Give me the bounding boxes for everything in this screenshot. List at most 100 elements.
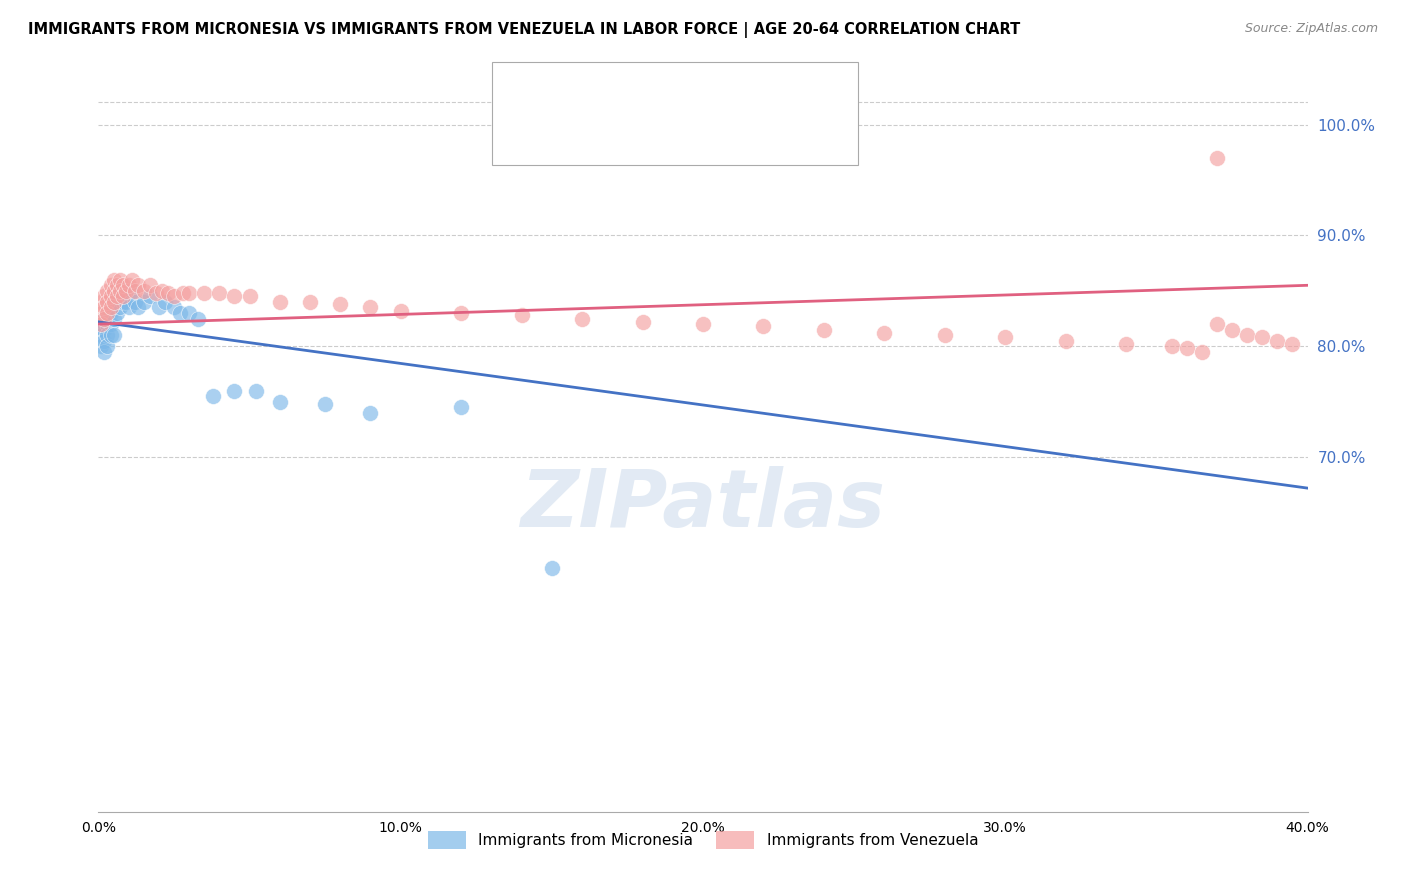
Point [269, 394, 291, 409]
Point [239, 289, 262, 303]
Point [118, 301, 141, 315]
Point [96, 328, 118, 343]
FancyBboxPatch shape [496, 73, 547, 108]
Point [96, 294, 118, 309]
Point [1251, 330, 1274, 344]
Point [193, 286, 215, 301]
Point [103, 284, 125, 298]
Point [139, 278, 162, 293]
Point [179, 286, 201, 301]
Point [1160, 339, 1182, 353]
Text: IMMIGRANTS FROM MICRONESIA VS IMMIGRANTS FROM VENEZUELA IN LABOR FORCE | AGE 20-: IMMIGRANTS FROM MICRONESIA VS IMMIGRANTS… [28, 22, 1021, 38]
Point [108, 273, 131, 287]
Point [111, 289, 134, 303]
Point [103, 273, 125, 287]
Point [224, 384, 246, 398]
Point [450, 306, 472, 320]
Point [96, 306, 118, 320]
Point [179, 306, 201, 320]
Point [114, 284, 136, 298]
Point [450, 401, 472, 415]
Point [169, 306, 191, 320]
Point [93, 301, 115, 315]
Point [172, 286, 194, 301]
Point [540, 561, 562, 575]
Point [1281, 337, 1303, 351]
Point [1220, 323, 1243, 337]
Legend: Immigrants from Micronesia, Immigrants from Venezuela: Immigrants from Micronesia, Immigrants f… [422, 824, 984, 855]
Point [93, 344, 115, 359]
Point [1236, 328, 1258, 343]
Point [813, 323, 835, 337]
Text: N =: N = [711, 81, 748, 99]
Point [103, 294, 125, 309]
Point [245, 384, 267, 398]
Point [105, 306, 128, 320]
Point [90, 306, 112, 320]
Point [96, 339, 118, 353]
Point [100, 289, 122, 303]
Point [103, 328, 125, 343]
Point [571, 311, 593, 326]
Point [631, 315, 654, 329]
Point [105, 278, 128, 293]
Point [163, 301, 186, 315]
Text: -0.179: -0.179 [609, 81, 669, 99]
Point [1054, 334, 1077, 348]
Point [510, 308, 533, 322]
Point [103, 311, 125, 326]
Point [118, 278, 141, 293]
Point [139, 289, 162, 303]
Point [163, 289, 186, 303]
Point [111, 278, 134, 293]
Point [299, 294, 322, 309]
Point [100, 278, 122, 293]
Point [127, 301, 149, 315]
Point [329, 297, 352, 311]
Point [100, 301, 122, 315]
Point [105, 294, 128, 309]
Point [269, 294, 291, 309]
Point [145, 286, 167, 301]
Text: ZIPatlas: ZIPatlas [520, 466, 886, 543]
Point [111, 294, 134, 309]
Point [202, 389, 225, 403]
Point [752, 319, 775, 334]
Point [124, 284, 146, 298]
Text: R =: R = [551, 128, 592, 146]
Point [93, 334, 115, 348]
Point [1191, 344, 1213, 359]
Point [93, 323, 115, 337]
Point [934, 328, 956, 343]
Point [90, 328, 112, 343]
Point [100, 306, 122, 320]
Point [121, 284, 143, 298]
Point [314, 397, 336, 411]
Point [224, 289, 246, 303]
Point [132, 294, 155, 309]
Point [148, 301, 170, 315]
Point [108, 284, 131, 298]
Point [1267, 334, 1289, 348]
Point [873, 326, 896, 340]
Point [124, 294, 146, 309]
Point [389, 303, 412, 318]
Point [208, 286, 231, 301]
Text: Source: ZipAtlas.com: Source: ZipAtlas.com [1244, 22, 1378, 36]
Point [93, 289, 115, 303]
Point [360, 406, 382, 420]
Point [132, 284, 155, 298]
Point [150, 284, 173, 298]
Text: 43: 43 [770, 81, 793, 99]
Point [692, 317, 714, 331]
Point [156, 286, 179, 301]
Point [1206, 317, 1229, 331]
Point [360, 301, 382, 315]
Point [90, 339, 112, 353]
Point [96, 284, 118, 298]
Point [1206, 151, 1229, 165]
Point [90, 294, 112, 309]
Point [108, 301, 131, 315]
Point [90, 317, 112, 331]
Point [93, 311, 115, 326]
